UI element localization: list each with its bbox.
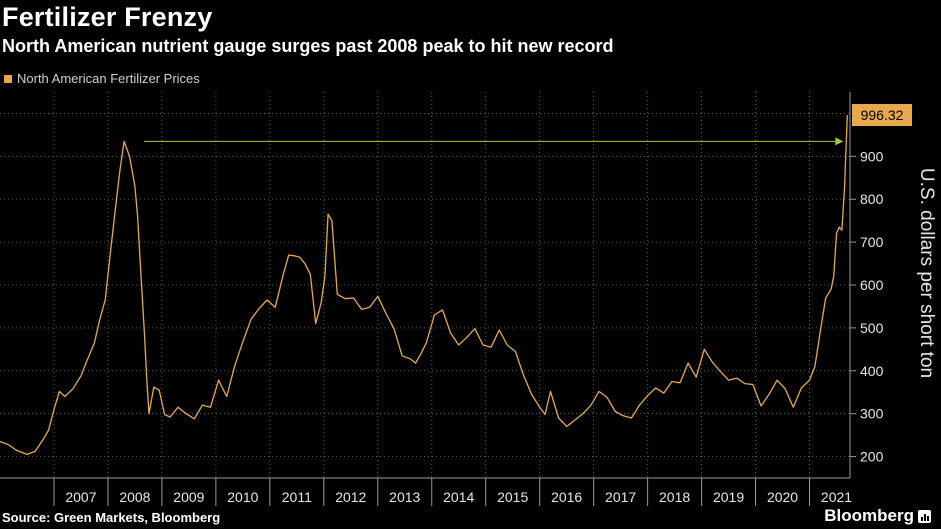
series — [0, 114, 848, 456]
legend-label: North American Fertilizer Prices — [17, 71, 200, 86]
labels: 200 300 400 500 600 700 800 900 2007 2008 2009 2010… — [65, 104, 937, 505]
x-tick-label: 2012 — [335, 489, 366, 505]
x-tick-label: 2021 — [821, 489, 852, 505]
x-tick-label: 2010 — [227, 489, 258, 505]
x-tick-label: 2009 — [173, 489, 204, 505]
x-tick-label: 2008 — [119, 489, 150, 505]
y-tick-label: 800 — [860, 191, 884, 207]
y-tick-label: 700 — [860, 234, 884, 250]
source-note: Source: Green Markets, Bloomberg — [2, 510, 221, 525]
brand-name: Bloomberg — [824, 506, 914, 525]
series-line — [0, 114, 848, 456]
last-value-badge — [852, 104, 912, 127]
x-tick-label: 2007 — [65, 489, 96, 505]
x-tick-label: 2019 — [713, 489, 744, 505]
last-value-label: 996.32 — [861, 107, 904, 123]
annotation-arrow-head — [835, 137, 844, 146]
annotations — [144, 137, 844, 146]
axes — [0, 92, 856, 506]
x-tick-label: 2016 — [551, 489, 582, 505]
x-tick-label: 2018 — [659, 489, 690, 505]
y-tick-label: 900 — [860, 148, 884, 164]
chart-subtitle: North American nutrient gauge surges pas… — [2, 36, 614, 56]
y-tick-label: 300 — [860, 406, 884, 422]
y-tick-label: 400 — [860, 363, 884, 379]
brand-logo: Bloomberg — [824, 506, 931, 526]
bar-chart-icon — [918, 509, 931, 523]
y-axis-title: U.S. dollars per short ton — [916, 168, 937, 378]
x-tick-label: 2014 — [443, 489, 474, 505]
y-tick-label: 500 — [860, 320, 884, 336]
chart-title: Fertilizer Frenzy — [2, 2, 213, 32]
x-tick-label: 2020 — [767, 489, 798, 505]
y-tick-label: 200 — [860, 449, 884, 465]
legend-swatch — [4, 74, 12, 83]
x-tick-label: 2017 — [605, 489, 636, 505]
legend: North American Fertilizer Prices — [4, 71, 200, 86]
y-tick-label: 600 — [860, 277, 884, 293]
x-tick-label: 2011 — [282, 489, 312, 505]
x-tick-label: 2013 — [389, 489, 420, 505]
x-tick-label: 2015 — [497, 489, 528, 505]
